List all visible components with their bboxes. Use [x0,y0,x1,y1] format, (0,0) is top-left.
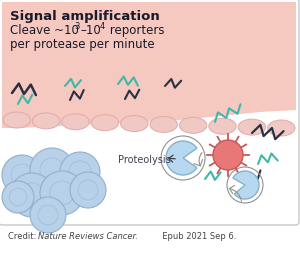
Text: Proteolysis: Proteolysis [118,155,171,165]
Circle shape [40,171,84,215]
Wedge shape [233,171,259,199]
Circle shape [2,155,42,195]
Text: Signal amplification: Signal amplification [10,10,160,23]
Text: per protease per minute: per protease per minute [10,38,154,51]
Ellipse shape [32,113,60,129]
FancyBboxPatch shape [0,0,299,225]
Circle shape [60,152,100,192]
Text: 4: 4 [100,22,105,31]
Text: Credit:: Credit: [8,232,39,241]
Text: Cleave ~10: Cleave ~10 [10,24,79,37]
Text: 3: 3 [74,22,80,31]
Circle shape [10,173,54,217]
Ellipse shape [3,112,30,128]
Text: reporters: reporters [106,24,164,37]
Ellipse shape [121,116,148,132]
Circle shape [2,181,34,213]
Circle shape [30,197,66,233]
Ellipse shape [62,114,89,130]
Text: –10: –10 [80,24,101,37]
Circle shape [30,148,74,192]
Ellipse shape [91,115,119,131]
Wedge shape [166,141,197,175]
Text: Nature Reviews Cancer.: Nature Reviews Cancer. [38,232,138,241]
Ellipse shape [179,117,207,133]
Polygon shape [2,2,296,128]
Circle shape [70,172,106,208]
Text: Epub 2021 Sep 6.: Epub 2021 Sep 6. [157,232,236,241]
Ellipse shape [268,120,295,136]
Ellipse shape [209,118,236,134]
Circle shape [213,140,243,170]
Ellipse shape [150,117,177,132]
Ellipse shape [238,119,266,135]
